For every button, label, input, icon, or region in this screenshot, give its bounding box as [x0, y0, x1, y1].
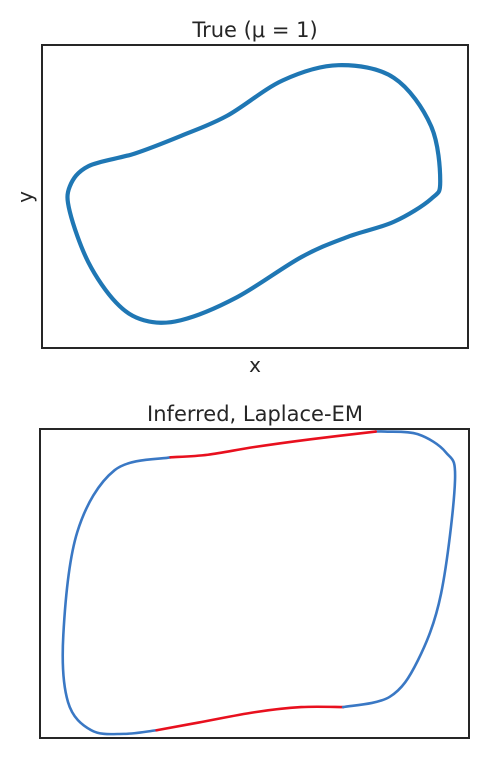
bottom-series-group [61, 430, 457, 736]
top-series-group [65, 63, 443, 325]
top-x-axis-label: x [249, 353, 261, 377]
bottom-series-line-3 [169, 430, 378, 459]
bottom-plot-frame [39, 428, 470, 739]
bottom-series-line-2 [341, 430, 457, 709]
bottom-chart-title: Inferred, Laplace-EM [147, 402, 363, 426]
top-chart-title: True (μ = 1) [191, 18, 317, 42]
top-y-axis-label: y [13, 191, 37, 203]
top-plot-frame [41, 44, 469, 349]
bottom-series-line-1 [155, 705, 345, 732]
bottom-series-line-0 [61, 456, 172, 736]
top-series-line-0 [65, 63, 443, 325]
